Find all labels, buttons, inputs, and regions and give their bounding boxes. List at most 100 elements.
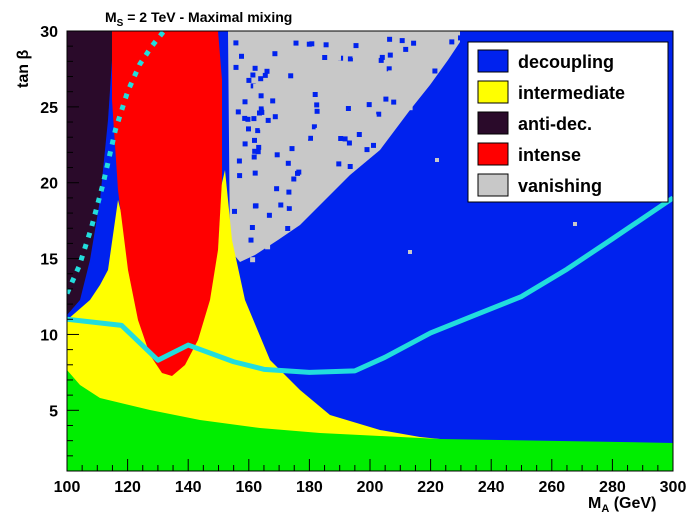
vanishing-speck <box>259 137 264 143</box>
vanishing-speck <box>242 115 248 121</box>
vanishing-speck <box>281 169 287 175</box>
region-green <box>67 370 673 471</box>
vanishing-speck <box>372 44 378 50</box>
vanishing-speck <box>387 52 393 58</box>
vanishing-speck <box>270 218 276 224</box>
vanishing-speck <box>364 147 370 153</box>
legend-swatch-decoupling <box>477 49 509 73</box>
vanishing-speck <box>432 68 438 74</box>
vanishing-speck <box>233 64 239 70</box>
x-tick-label: 300 <box>660 479 687 496</box>
vanishing-speck <box>272 51 278 57</box>
vanishing-speck <box>371 142 376 148</box>
vanishing-speck <box>286 189 292 195</box>
vanishing-speck <box>262 222 268 228</box>
vanishing-speck <box>257 110 262 116</box>
vanishing-speck <box>262 62 268 68</box>
vanishing-speck <box>258 93 264 99</box>
vanishing-speck <box>366 102 372 108</box>
vanishing-speck <box>378 57 384 63</box>
vanishing-speck <box>348 87 354 93</box>
vanishing-speck <box>253 203 259 209</box>
vanishing-speck <box>330 61 336 67</box>
vanishing-speck <box>388 70 394 76</box>
vanishing-speck <box>291 176 297 182</box>
vanishing-speck <box>346 140 352 146</box>
vanishing-speck <box>379 54 385 60</box>
x-tick-label: 160 <box>235 479 262 496</box>
legend-label: intense <box>518 145 581 165</box>
x-axis: 100 120 140 160 180 200 220 240 260 280 300 <box>54 459 687 496</box>
vanishing-speck <box>230 138 235 144</box>
vanishing-speck <box>383 96 389 102</box>
vanishing-speck <box>306 41 312 47</box>
vanishing-speck <box>449 39 455 45</box>
vanishing-speck <box>250 257 256 263</box>
vanishing-speck <box>288 73 294 79</box>
vanishing-speck <box>259 124 265 130</box>
vanishing-speck <box>270 98 276 104</box>
vanishing-speck <box>258 76 264 82</box>
vanishing-speck <box>248 237 254 243</box>
vanishing-speck <box>320 159 326 165</box>
vanishing-speck <box>411 40 417 46</box>
vanishing-speck <box>308 135 313 141</box>
x-tick-label: 280 <box>599 479 626 496</box>
legend-label: anti-dec. <box>518 114 592 134</box>
region-intermediate <box>67 170 440 471</box>
y-tick-label: 25 <box>40 100 58 117</box>
vanishing-speck <box>293 40 299 46</box>
vanishing-speck <box>403 46 409 52</box>
vanishing-speck <box>338 136 344 141</box>
vanishing-speck <box>242 251 247 256</box>
vanishing-speck <box>326 150 332 156</box>
vanishing-speck <box>285 75 290 81</box>
legend-swatch-vanishing <box>477 173 509 197</box>
vanishing-speck <box>329 106 334 112</box>
legend-label: decoupling <box>518 52 614 72</box>
x-tick-label: 120 <box>114 479 141 496</box>
vanishing-speck <box>352 53 358 58</box>
vanishing-speck <box>251 154 257 160</box>
vanishing-speck <box>311 124 317 130</box>
vanishing-speck <box>407 105 413 111</box>
vanishing-speck <box>315 127 321 133</box>
vanishing-speck <box>237 173 243 179</box>
vanishing-speck <box>289 90 295 96</box>
y-axis-title: tan β <box>15 50 32 88</box>
vanishing-speck <box>391 99 397 105</box>
vanishing-speck <box>285 160 291 166</box>
vanishing-speck <box>233 40 239 46</box>
vanishing-speck <box>322 55 328 60</box>
vanishing-speck <box>435 158 439 162</box>
vanishing-speck <box>373 125 379 131</box>
vanishing-speck <box>285 226 291 231</box>
vanishing-speck <box>377 49 383 55</box>
vanishing-speck <box>386 66 392 72</box>
vanishing-speck <box>458 35 463 41</box>
vanishing-speck <box>274 186 280 192</box>
legend-swatch-intense <box>477 142 509 166</box>
vanishing-speck <box>232 208 237 214</box>
y-tick-label: 30 <box>40 24 58 41</box>
vanishing-speck <box>345 106 351 111</box>
boundary-curve-dotted <box>67 31 166 295</box>
vanishing-speck <box>369 113 375 119</box>
vanishing-speck <box>287 201 293 207</box>
vanishing-speck <box>252 170 258 176</box>
vanishing-speck <box>253 83 259 89</box>
x-tick-label: 200 <box>357 479 384 496</box>
vanishing-speck <box>255 128 261 134</box>
vanishing-speck <box>340 153 346 159</box>
vanishing-speck <box>343 89 348 95</box>
vanishing-speck <box>252 137 257 143</box>
y-tick-label: 20 <box>40 176 58 193</box>
vanishing-speck <box>323 42 329 48</box>
vanishing-speck <box>312 88 318 94</box>
vanishing-speck <box>314 102 320 108</box>
vanishing-speck <box>246 126 251 132</box>
vanishing-speck <box>242 141 248 147</box>
region-vanishing <box>228 31 460 262</box>
vanishing-speck <box>286 205 292 211</box>
vanishing-speck <box>573 222 577 226</box>
